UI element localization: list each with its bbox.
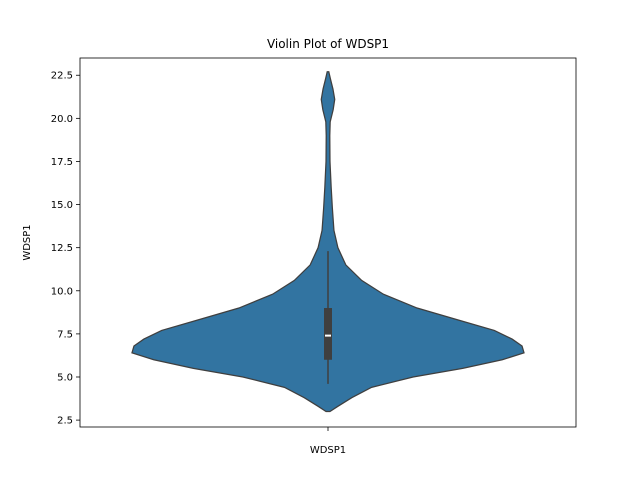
violin-body bbox=[131, 71, 525, 413]
y-tick-label: 20.0 bbox=[51, 114, 73, 125]
chart-title: Violin Plot of WDSP1 bbox=[267, 37, 389, 51]
x-tick-label: WDSP1 bbox=[310, 445, 346, 456]
x-axis-ticks: WDSP1 bbox=[310, 427, 346, 456]
y-tick-label: 5.0 bbox=[57, 372, 73, 383]
y-tick-label: 15.0 bbox=[51, 200, 73, 211]
y-axis-ticks: 2.5 5.0 7.5 10.0 12.5 15.0 17.5 20.0 22.5 bbox=[51, 71, 80, 427]
y-tick-label: 17.5 bbox=[51, 157, 73, 168]
y-tick-label: 2.5 bbox=[57, 416, 73, 427]
y-tick-label: 22.5 bbox=[51, 71, 73, 82]
y-tick-label: 12.5 bbox=[51, 243, 73, 254]
y-axis-label: WDSP1 bbox=[22, 224, 33, 260]
y-tick-label: 10.0 bbox=[51, 286, 73, 297]
y-tick-label: 7.5 bbox=[57, 329, 73, 340]
iqr-box bbox=[324, 308, 332, 360]
